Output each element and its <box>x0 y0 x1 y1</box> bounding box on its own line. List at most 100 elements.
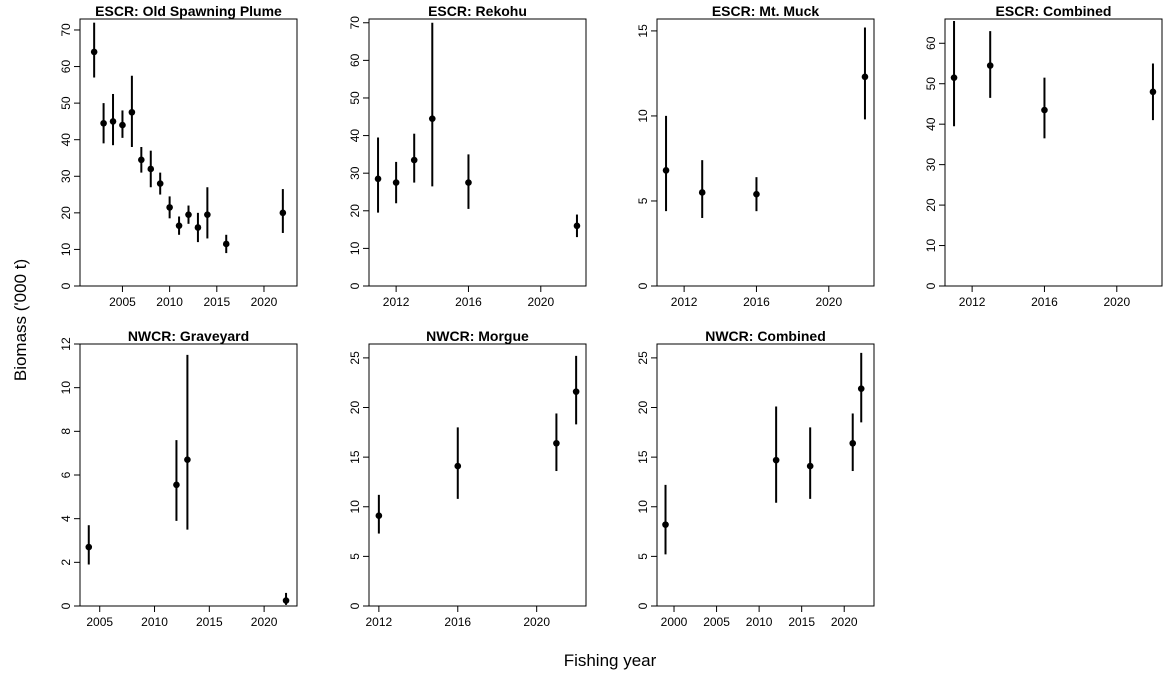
x-tick-label: 2005 <box>109 295 136 309</box>
x-tick-label: 2010 <box>746 615 773 629</box>
panel-title: NWCR: Combined <box>705 328 826 344</box>
x-tick-label: 2015 <box>203 295 230 309</box>
data-point <box>986 62 994 69</box>
panel-6: NWCR: Morgue 2012 2016 2020 0 5 10 15 20 25 <box>348 328 587 629</box>
x-tick-label: 2005 <box>86 615 113 629</box>
data-point <box>375 512 383 519</box>
y-tick-label: 0 <box>636 282 650 289</box>
y-tick-label: 30 <box>59 169 73 183</box>
y-tick-label: 6 <box>59 471 73 478</box>
data-point <box>166 204 173 211</box>
x-tick-label: 2020 <box>527 295 554 309</box>
x-tick-label: 2016 <box>444 615 471 629</box>
x-tick-label: 2020 <box>815 295 842 309</box>
x-tick-label: 2010 <box>156 295 183 309</box>
plot-frame <box>79 18 298 287</box>
y-tick-label: 70 <box>59 23 73 37</box>
y-tick-label: 20 <box>59 206 73 220</box>
data-point <box>156 180 164 187</box>
panel-4: ESCR: Combined 2012 2016 2020 0 10 20 30 40 50 60 <box>924 3 1163 309</box>
plot-frame <box>656 343 875 607</box>
data-point <box>454 462 462 470</box>
y-tick-label: 60 <box>924 36 938 50</box>
data-point <box>465 179 472 186</box>
panel-2: ESCR: Rekohu 2012 2016 2020 0 10 20 30 40 50 60 70 <box>348 3 587 309</box>
data-point <box>109 118 117 125</box>
panel-title: ESCR: Mt. Muck <box>712 3 820 19</box>
x-tick-label: 2015 <box>196 615 223 629</box>
x-tick-label: 2020 <box>1103 295 1130 309</box>
data-point <box>147 165 155 173</box>
y-tick-label: 50 <box>924 77 938 91</box>
y-tick-label: 15 <box>636 450 650 464</box>
y-tick-label: 40 <box>59 133 73 147</box>
data-point <box>553 439 560 447</box>
data-point <box>204 211 211 218</box>
plot-frame <box>944 18 1163 287</box>
data-point <box>698 189 706 196</box>
x-tick-label: 2020 <box>523 615 550 629</box>
x-tick-label: 2010 <box>141 615 168 629</box>
y-tick-label: 10 <box>636 500 650 514</box>
data-point <box>128 108 136 116</box>
data-point <box>175 222 183 229</box>
data-point <box>90 48 98 56</box>
x-tick-label: 2020 <box>831 615 858 629</box>
x-tick-label: 2012 <box>366 615 393 629</box>
panel-5: NWCR: Graveyard 2005 2010 2015 2020 0 2 4 6 8 10 12 <box>59 328 298 629</box>
y-tick-label: 40 <box>924 117 938 131</box>
y-tick-label: 5 <box>636 553 650 560</box>
data-point <box>100 119 107 127</box>
data-point <box>662 167 670 174</box>
data-point <box>772 456 780 464</box>
data-point <box>1149 88 1157 96</box>
data-point <box>572 388 580 395</box>
y-tick-label: 70 <box>348 16 362 30</box>
y-tick-label: 20 <box>924 198 938 212</box>
panel-title: NWCR: Morgue <box>426 328 529 344</box>
y-tick-label: 25 <box>636 351 650 365</box>
data-point <box>573 222 581 230</box>
y-tick-label: 0 <box>348 282 362 289</box>
y-tick-label: 0 <box>636 602 650 609</box>
data-point <box>849 439 857 447</box>
plot-frame <box>656 18 875 287</box>
y-tick-label: 25 <box>348 351 362 365</box>
x-tick-label: 2016 <box>1031 295 1058 309</box>
x-tick-label: 2015 <box>788 615 815 629</box>
plot-frame <box>79 343 298 607</box>
data-point <box>392 179 400 186</box>
data-point <box>119 121 126 129</box>
data-point <box>1041 106 1048 114</box>
x-tick-label: 2012 <box>959 295 986 309</box>
data-point <box>662 521 669 528</box>
plot-frame <box>368 343 587 607</box>
data-point <box>410 156 418 164</box>
y-tick-label: 60 <box>59 60 73 74</box>
data-point <box>222 240 230 248</box>
x-tick-label: 2000 <box>661 615 688 629</box>
x-tick-label: 2020 <box>251 295 278 309</box>
x-tick-label: 2012 <box>671 295 698 309</box>
panel-title: ESCR: Combined <box>996 3 1112 19</box>
x-tick-label: 2020 <box>251 615 278 629</box>
y-tick-label: 0 <box>59 602 73 609</box>
y-tick-label: 4 <box>59 515 73 522</box>
x-tick-label: 2005 <box>703 615 730 629</box>
y-tick-label: 2 <box>59 559 73 566</box>
y-tick-label: 5 <box>636 197 650 204</box>
data-point <box>185 211 192 218</box>
plot-frame <box>368 18 587 287</box>
y-tick-label: 50 <box>59 96 73 110</box>
y-tick-label: 40 <box>348 129 362 143</box>
panel-title: ESCR: Old Spawning Plume <box>95 3 282 19</box>
y-tick-label: 5 <box>348 553 362 560</box>
y-tick-label: 8 <box>59 428 73 435</box>
figure-ylabel: Biomass ('000 t) <box>11 259 30 381</box>
panel-3: ESCR: Mt. Muck 2012 2016 2020 0 5 10 15 <box>636 3 875 309</box>
y-tick-label: 15 <box>348 450 362 464</box>
data-point <box>184 456 191 464</box>
x-tick-label: 2012 <box>383 295 410 309</box>
